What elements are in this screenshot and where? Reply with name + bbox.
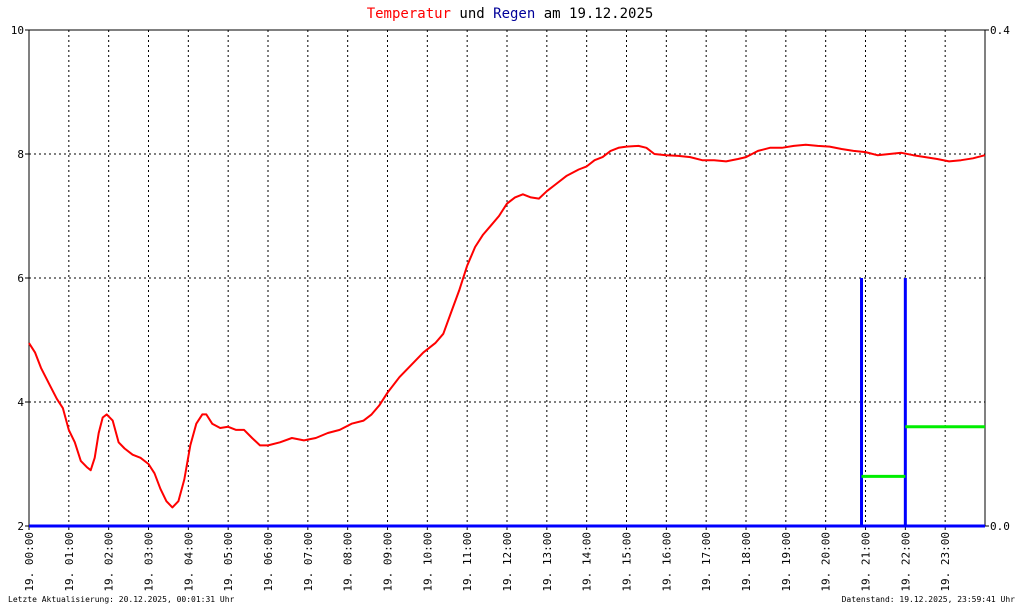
x-tick-label: 19. 17:00 xyxy=(700,532,713,592)
x-tick-label: 19. 14:00 xyxy=(581,532,594,592)
title-part-1: und xyxy=(451,6,493,22)
title-part-3: am 19.12.2025 xyxy=(535,6,653,22)
y-right-tick-label: 0.4 xyxy=(990,24,1010,37)
x-tick-label: 19. 07:00 xyxy=(302,532,315,592)
x-tick-label: 19. 04:00 xyxy=(182,532,195,592)
x-tick-label: 19. 03:00 xyxy=(143,532,156,592)
x-tick-label: 19. 05:00 xyxy=(222,532,235,592)
x-tick-label: 19. 06:00 xyxy=(262,532,275,592)
grid xyxy=(29,29,985,526)
x-tick-label: 19. 18:00 xyxy=(740,532,753,592)
x-tick-label: 19. 23:00 xyxy=(939,532,952,592)
title-part-2: Regen xyxy=(493,6,535,22)
x-tick-label: 19. 01:00 xyxy=(63,532,76,592)
x-tick-label: 19. 12:00 xyxy=(501,532,514,592)
temperature-line xyxy=(28,143,986,509)
y-left-tick-label: 2 xyxy=(17,520,24,533)
footer-right: Datenstand: 19.12.2025, 23:59:41 Uhr xyxy=(842,595,1016,604)
y-right-tick-label: 0.0 xyxy=(990,520,1010,533)
x-tick-label: 19. 22:00 xyxy=(899,532,912,592)
title-part-0: Temperatur xyxy=(367,6,451,22)
x-tick-label: 19. 08:00 xyxy=(342,532,355,592)
y-left-tick-label: 8 xyxy=(17,148,24,161)
series-layer xyxy=(28,143,986,528)
x-tick-label: 19. 20:00 xyxy=(820,532,833,592)
y-left-tick-label: 4 xyxy=(17,396,24,409)
x-tick-label: 19. 21:00 xyxy=(860,532,873,592)
x-tick-label: 19. 15:00 xyxy=(621,532,634,592)
y-left-tick-label: 6 xyxy=(17,272,24,285)
x-tick-label: 19. 16:00 xyxy=(660,532,673,592)
x-tick-label: 19. 00:00 xyxy=(23,532,36,592)
x-tick-label: 19. 09:00 xyxy=(382,532,395,592)
footer-left: Letzte Aktualisierung: 20.12.2025, 00:01… xyxy=(8,595,235,604)
tick-labels: 2 4 6 8 10 0.0 0.4 19. 00:00 19. 01:00 19. 02:00 1… xyxy=(11,24,1010,592)
chart-title: Temperatur und Regen am 19.12.2025 xyxy=(367,6,654,22)
x-tick-label: 19. 19:00 xyxy=(780,532,793,592)
x-tick-label: 19. 02:00 xyxy=(103,532,116,592)
x-tick-label: 19. 10:00 xyxy=(421,532,434,592)
x-tick-label: 19. 11:00 xyxy=(461,532,474,592)
y-left-tick-label: 10 xyxy=(11,24,24,37)
x-tick-label: 19. 13:00 xyxy=(541,532,554,592)
